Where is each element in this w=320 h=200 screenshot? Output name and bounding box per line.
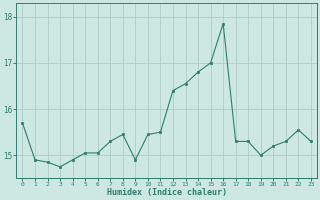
X-axis label: Humidex (Indice chaleur): Humidex (Indice chaleur) bbox=[107, 188, 227, 197]
